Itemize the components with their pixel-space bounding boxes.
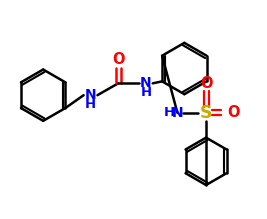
- Text: H: H: [164, 106, 175, 119]
- Text: O: O: [200, 76, 212, 91]
- Text: O: O: [112, 52, 124, 67]
- Text: N: N: [140, 76, 152, 90]
- Text: N: N: [85, 88, 96, 102]
- Text: H: H: [140, 86, 151, 99]
- Text: S: S: [200, 104, 212, 122]
- Text: N: N: [172, 106, 183, 120]
- Text: O: O: [227, 106, 240, 120]
- Text: H: H: [85, 98, 96, 111]
